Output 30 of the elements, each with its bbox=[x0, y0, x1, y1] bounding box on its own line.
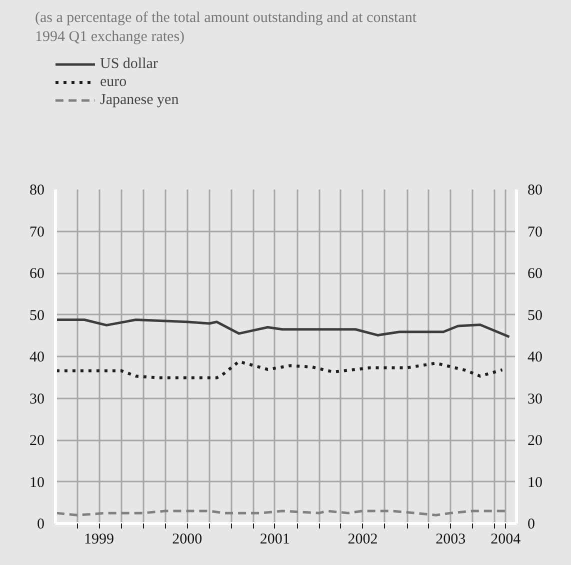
line-series bbox=[56, 318, 511, 338]
y2-tick-label: 70 bbox=[528, 224, 542, 240]
y-tick-label: 20 bbox=[30, 433, 44, 449]
x-tick-label: 2003 bbox=[436, 532, 466, 548]
y2-tick-label: 50 bbox=[528, 308, 542, 324]
legend-label: Japanese yen bbox=[100, 91, 179, 109]
legend-label: US dollar bbox=[100, 55, 158, 73]
y-tick-label: 50 bbox=[30, 308, 44, 324]
y-tick-label: 10 bbox=[30, 474, 44, 491]
x-tick-label: 2004 bbox=[490, 532, 522, 548]
y-tick-label: 0 bbox=[37, 516, 44, 532]
y-tick-label: 80 bbox=[30, 182, 44, 198]
x-tick-label: 2002 bbox=[348, 532, 378, 548]
y2-tick-label: 10 bbox=[528, 474, 542, 491]
y2-tick-label: 20 bbox=[528, 433, 542, 449]
y2-tick-label: 60 bbox=[528, 266, 542, 282]
y2-tick-label: 40 bbox=[528, 350, 542, 366]
x-tick-label: 2001 bbox=[260, 532, 290, 548]
x-tick-label: 1999 bbox=[84, 532, 114, 548]
y-tick-label: 30 bbox=[30, 391, 44, 408]
y2-tick-label: 80 bbox=[528, 182, 542, 198]
y2-tick-label: 30 bbox=[528, 391, 542, 408]
y2-tick-label: 0 bbox=[528, 516, 535, 532]
chart-subtitle: (as a percentage of the total amount outstanding and at constant 1994 Q1 exchange rates) bbox=[35, 9, 418, 47]
y-tick-label: 70 bbox=[30, 224, 44, 240]
y-tick-label: 60 bbox=[30, 266, 44, 282]
line-series bbox=[56, 360, 504, 380]
legend-label: euro bbox=[100, 73, 127, 91]
y-tick-label: 40 bbox=[30, 350, 44, 366]
x-tick-label: 2000 bbox=[172, 532, 202, 548]
